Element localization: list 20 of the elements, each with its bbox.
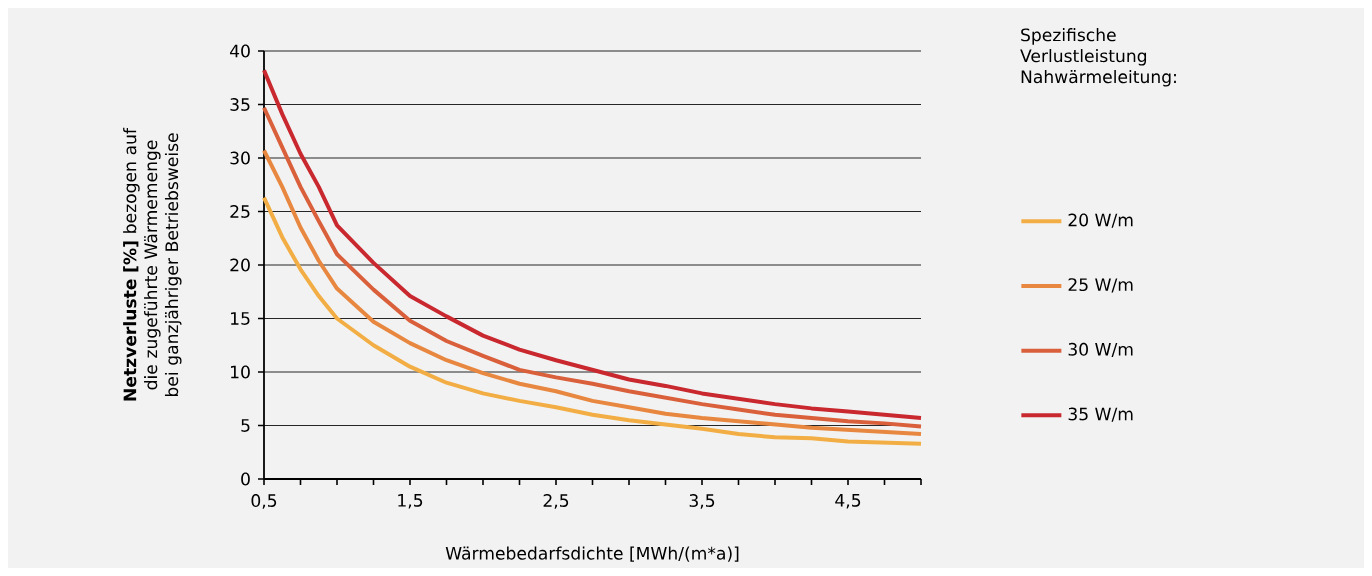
legend-label: 30 W/m — [1068, 342, 1133, 358]
y-tick-label: 40 — [230, 44, 250, 58]
x-tick-label: 1,5 — [398, 494, 423, 509]
x-tick-label: 3,5 — [689, 494, 715, 509]
y-tick-label: 30 — [230, 151, 250, 165]
legend-label: 25 W/m — [1068, 278, 1133, 293]
x-axis-title: Wärmebedarfsdichte [MWh/(m*a)] — [445, 546, 739, 562]
legend-title: Spezifische Verlustleistung Nahwärmeleitung: — [1020, 28, 1176, 87]
legend-label: 35 W/m — [1068, 407, 1133, 422]
y-tick-label: 15 — [231, 312, 250, 325]
y-tick-label: 20 — [230, 258, 250, 272]
y-tick-label: 5 — [241, 419, 250, 432]
x-tick-label: 0,5 — [251, 494, 277, 509]
y-tick-label: 0 — [241, 472, 250, 486]
x-tick-label: 2,5 — [543, 494, 569, 509]
y-tick-label: 25 — [230, 205, 250, 218]
x-tick-label: 4,5 — [835, 494, 861, 509]
y-tick-label: 35 — [230, 98, 250, 111]
y-tick-label: 10 — [231, 365, 250, 379]
legend-label: 20 W/m — [1068, 213, 1133, 228]
